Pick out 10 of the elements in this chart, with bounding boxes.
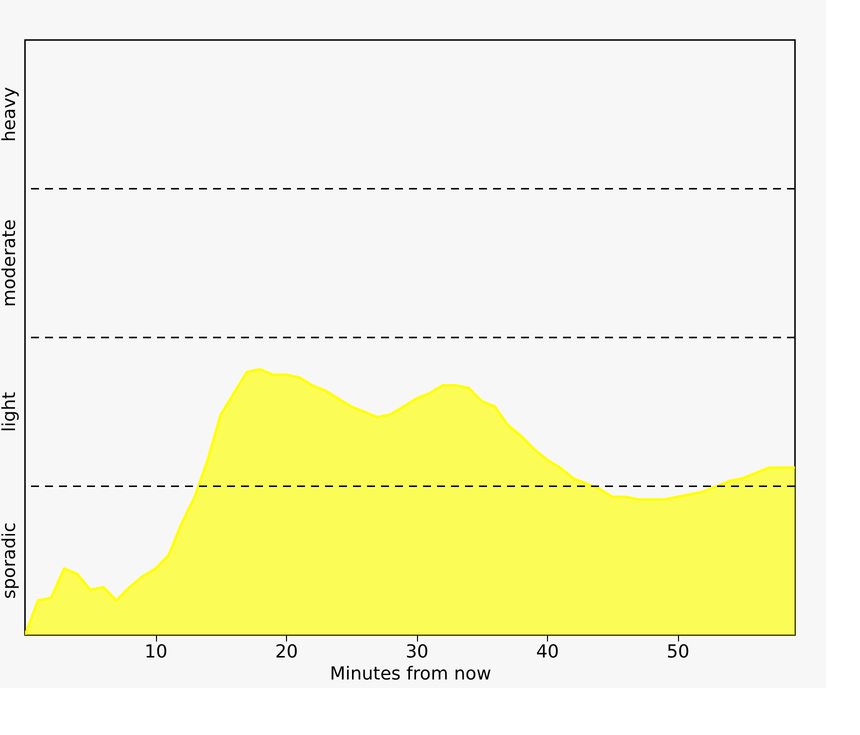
text: moderate xyxy=(0,219,20,307)
x-axis-title: Minutes from now xyxy=(330,664,492,684)
x-tick-label: 30 xyxy=(406,642,428,662)
x-tick-label: 50 xyxy=(666,642,690,662)
x-tick-label: 10 xyxy=(144,642,168,662)
text: light xyxy=(0,392,20,432)
text: sporadic xyxy=(0,522,20,599)
x-tick-label: 40 xyxy=(536,642,559,662)
text: heavy xyxy=(0,86,20,142)
x-tick-label: 20 xyxy=(275,642,298,662)
